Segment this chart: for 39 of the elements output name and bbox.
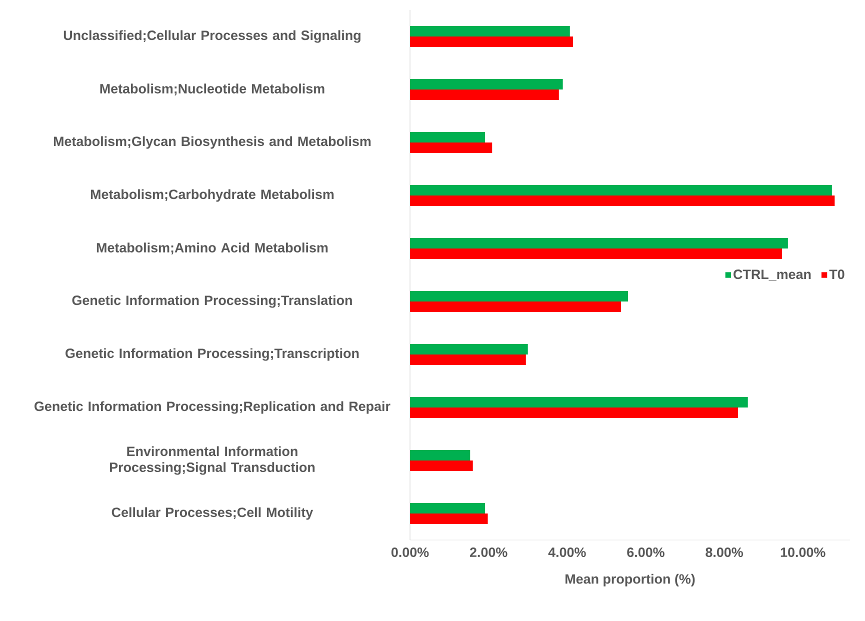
bar: [410, 408, 738, 418]
y-tick-label: Environmental Information Processing;Signal Transduction: [110, 446, 315, 475]
bar: [410, 302, 621, 312]
bar: [410, 503, 486, 514]
y-tick-label: Metabolism;Amino Acid Metabolism: [96, 242, 328, 254]
bar: [410, 132, 486, 143]
bar: [410, 90, 559, 100]
y-tick-label: Unclassified;Cellular Processes and Signaling: [64, 30, 360, 43]
bar: [410, 196, 835, 206]
bar: [410, 344, 528, 355]
x-tick-label: 8.00%: [706, 548, 744, 558]
bar: [410, 26, 570, 37]
bar: [410, 514, 488, 524]
bar: [410, 450, 470, 461]
bar: [410, 36, 574, 48]
bar: [410, 79, 563, 90]
bar: [410, 291, 628, 302]
bar: [410, 460, 473, 472]
x-axis-title: Mean proportion (%): [566, 574, 695, 586]
bar: [410, 248, 782, 260]
y-tick-label: Genetic Information Processing;Transcription: [66, 348, 359, 361]
x-tick-label: 4.00%: [548, 548, 586, 558]
y-tick-label: Metabolism;Nucleotide Metabolism: [100, 84, 324, 96]
legend-label: CTRL_mean: [734, 270, 811, 281]
legend-label: T0: [829, 270, 844, 280]
x-tick-label: 0.00%: [391, 548, 429, 558]
y-tick-label: Metabolism;Carbohydrate Metabolism: [90, 189, 334, 202]
x-tick-label: 2.00%: [470, 548, 508, 558]
y-tick-label: Cellular Processes;Cell Motility: [112, 507, 314, 520]
x-tick-label: 6.00%: [627, 548, 664, 558]
bar: [410, 142, 492, 154]
y-tick-label: Genetic Information Processing;Translation: [72, 295, 352, 308]
y-tick-label: Metabolism;Glycan Biosynthesis and Metabolism: [54, 136, 371, 149]
bar: [410, 185, 832, 196]
y-tick-label: Genetic Information Processing;Replication and Repair: [34, 401, 390, 414]
x-tick-label: 10.00%: [780, 548, 826, 558]
bar: [410, 354, 526, 366]
bar: [410, 397, 748, 408]
bar: [410, 238, 788, 249]
